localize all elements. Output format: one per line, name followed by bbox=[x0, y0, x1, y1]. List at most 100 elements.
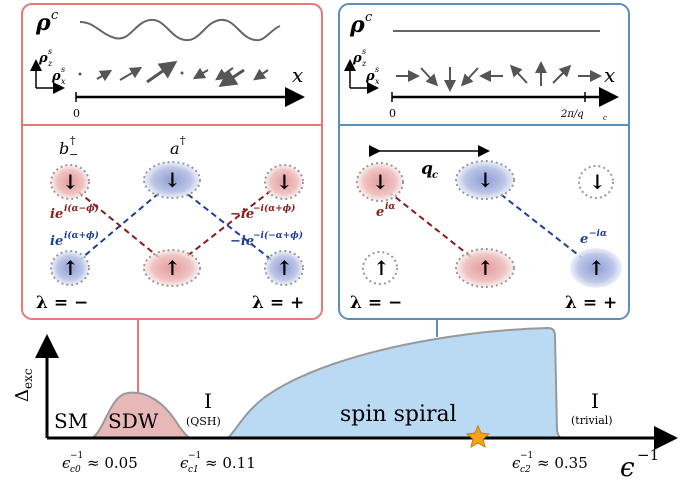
left-spin-dot bbox=[180, 71, 184, 75]
right-panel: ρ c ρ s z ρ s x x 0 2π/ bbox=[338, 3, 630, 320]
right-coupling-label-left-sup: iα bbox=[385, 202, 395, 212]
tick-sup: −1 bbox=[70, 451, 83, 461]
tick-sup: −1 bbox=[188, 451, 201, 461]
left-spin-axes: ρ s z ρ s x bbox=[30, 47, 66, 94]
right-rho-c-sup: c bbox=[365, 10, 373, 25]
left-rho-z-sub: z bbox=[47, 59, 53, 68]
x-axis-label: ϵ bbox=[620, 453, 635, 483]
tick-eps: ϵ bbox=[62, 454, 71, 472]
site-up-blue bbox=[264, 250, 304, 286]
left-spin-arrow bbox=[192, 67, 209, 80]
x-axis-label-sup: −1 bbox=[637, 446, 659, 464]
left-spin-dot bbox=[78, 72, 82, 76]
site-up-blue bbox=[50, 250, 90, 286]
right-origin-label: 0 bbox=[389, 107, 396, 120]
left-x-axis-label: x bbox=[292, 63, 303, 87]
a-dagger-sup: † bbox=[180, 134, 186, 147]
spin-up-arrow: ↑ bbox=[588, 256, 605, 280]
spin-up-arrow: ↑ bbox=[62, 256, 79, 280]
tick-value: ≈ 0.35 bbox=[537, 454, 588, 472]
spin-down-arrow: ↓ bbox=[589, 170, 606, 194]
region-sdw-label: SDW bbox=[108, 409, 159, 433]
star-marker bbox=[465, 424, 491, 449]
qc-sub: c bbox=[432, 170, 438, 181]
tick-sub: c1 bbox=[188, 465, 199, 475]
tick-value: ≈ 0.05 bbox=[87, 454, 138, 472]
site-up-red bbox=[455, 248, 515, 288]
coupling-label-top-right-sup: −i(α+ϕ) bbox=[253, 203, 295, 214]
site-down-red bbox=[50, 164, 90, 200]
right-period-label: 2π/q bbox=[560, 109, 584, 120]
right-spin-arrow bbox=[420, 67, 439, 87]
region-qsh-sub: (QSH) bbox=[186, 415, 221, 428]
right-coupling-blue bbox=[484, 181, 596, 269]
left-spin-arrow bbox=[119, 66, 143, 81]
right-spin-arrows bbox=[396, 61, 602, 92]
right-x-axis-label: x bbox=[604, 63, 615, 87]
left-rho-z-label: ρ bbox=[38, 51, 48, 66]
spin-spiral-region bbox=[225, 326, 566, 439]
right-rho-z-label: ρ bbox=[352, 51, 362, 66]
left-coupling-red bbox=[171, 181, 283, 269]
site-up-red bbox=[143, 249, 201, 287]
right-rho-x-sup: s bbox=[375, 65, 379, 74]
coupling-label-top-left: ie bbox=[50, 207, 63, 222]
site-down-blue bbox=[455, 160, 515, 200]
right-sites: ↓ ↓ ↓ ↑ ↑ ↑ bbox=[356, 160, 622, 288]
left-lambda-minus: λ = − bbox=[36, 293, 88, 313]
left-spin-arrow bbox=[146, 60, 178, 84]
region-trivial-sub: (trivial) bbox=[571, 414, 613, 427]
left-coupling-blue bbox=[69, 181, 173, 269]
site-down-red bbox=[264, 164, 304, 200]
right-rho-x-label: ρ bbox=[365, 69, 375, 84]
left-rho-c-label: ρ bbox=[35, 10, 51, 36]
right-spin-axes: ρ s z ρ s x bbox=[344, 47, 380, 94]
region-sm-label: SM bbox=[54, 409, 88, 433]
b-dagger-sup: † bbox=[70, 134, 76, 147]
b-dagger-sub: − bbox=[69, 148, 78, 161]
region-qsh-label: I bbox=[204, 389, 212, 413]
spin-down-arrow: ↓ bbox=[372, 170, 389, 194]
tick-sup: −1 bbox=[520, 451, 533, 461]
spin-down-arrow: ↓ bbox=[62, 170, 79, 194]
right-rho-z-sub: z bbox=[361, 59, 367, 68]
region-trivial-label: I bbox=[591, 389, 599, 413]
site-up-empty bbox=[362, 251, 398, 285]
phase-diagram: Δ exc ϵ −1 SM SDW I (QSH) spin spiral I … bbox=[12, 326, 678, 483]
left-panel: ρ c ρ s z ρ s x x bbox=[21, 3, 323, 320]
tick-eps: ϵ bbox=[512, 454, 521, 472]
left-spin-arrow bbox=[218, 68, 245, 87]
left-lambda-plus: λ = + bbox=[252, 293, 304, 313]
left-origin-label: 0 bbox=[73, 107, 80, 120]
left-charge-density-wave bbox=[79, 18, 281, 42]
region-spiral-label: spin spiral bbox=[340, 402, 457, 427]
right-coupling-label-left: e bbox=[376, 205, 384, 220]
coupling-label-top-right: −ie bbox=[230, 207, 254, 222]
spin-up-arrow: ↑ bbox=[477, 256, 494, 280]
b-dagger-label: b bbox=[59, 139, 69, 158]
coupling-label-bottom-left: ie bbox=[50, 234, 63, 249]
site-up-blue bbox=[570, 248, 622, 288]
left-spin-arrow bbox=[253, 68, 269, 81]
tick-c2: ϵ −1 c2 ≈ 0.35 bbox=[512, 451, 588, 475]
tick-eps: ϵ bbox=[180, 454, 189, 472]
right-lambda-minus: λ = − bbox=[350, 293, 402, 313]
site-down-red bbox=[356, 162, 404, 202]
right-spin-arrow bbox=[552, 64, 572, 84]
right-rho-x-sub: x bbox=[375, 77, 380, 86]
coupling-label-bottom-left-sup: i(α+ϕ) bbox=[64, 230, 99, 241]
right-spin-arrow bbox=[460, 67, 479, 87]
right-coupling-label-right-sup: −iα bbox=[589, 229, 607, 239]
y-axis-label: Δ exc bbox=[12, 368, 35, 402]
left-spin-arrow bbox=[96, 69, 113, 82]
tick-sub: c0 bbox=[70, 465, 81, 475]
coupling-label-top-left-sup: i(α−ϕ) bbox=[64, 203, 99, 214]
a-dagger-label: a bbox=[170, 139, 180, 158]
sdw-region bbox=[88, 391, 194, 439]
site-down-empty bbox=[578, 165, 614, 199]
spin-up-arrow: ↑ bbox=[164, 256, 181, 280]
y-label-delta: Δ bbox=[12, 389, 33, 402]
right-spin-arrow bbox=[509, 64, 528, 84]
coupling-label-bottom-right-sup: −i(−α+ϕ) bbox=[253, 230, 303, 241]
